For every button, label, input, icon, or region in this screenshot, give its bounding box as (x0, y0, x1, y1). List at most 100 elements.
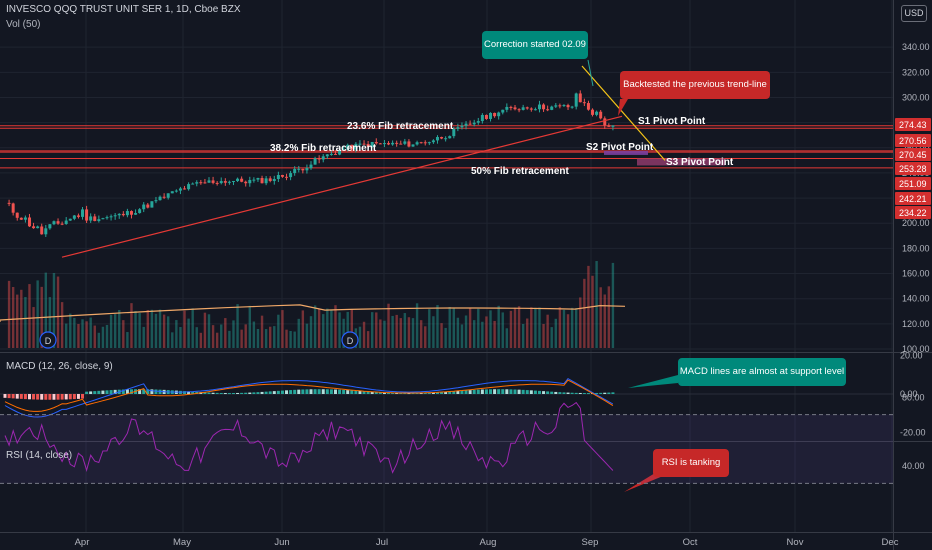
volume-bar (350, 309, 353, 348)
volume-bar (322, 314, 325, 348)
macd-histogram-bar (366, 391, 370, 394)
macd-histogram-bar (150, 389, 154, 394)
candle (509, 106, 513, 108)
macd-histogram-bar (350, 390, 354, 394)
price-label: 242.21 (899, 194, 927, 204)
pivot-box (637, 158, 725, 166)
price-label-bg (895, 118, 931, 131)
candle (60, 223, 64, 225)
volume-bar (362, 321, 366, 348)
macd-histogram-bar (546, 391, 550, 394)
price-tick-label: 260.00 (902, 143, 930, 153)
candle (178, 188, 182, 191)
candle (97, 219, 101, 222)
candle (554, 105, 558, 107)
macd-histogram-bar (207, 392, 211, 394)
macd-histogram-bar (297, 389, 301, 394)
volume-bar (89, 317, 92, 348)
macd-histogram-bar (419, 392, 423, 394)
rsi-pane (0, 401, 893, 484)
candle (146, 204, 150, 208)
macd-histogram-bar (342, 389, 346, 394)
volume-bar (289, 330, 292, 348)
candle (154, 200, 158, 202)
candle (248, 179, 252, 184)
macd-histogram-bar (395, 392, 399, 394)
candle (219, 181, 223, 184)
candle (578, 93, 582, 103)
volume-bar (65, 323, 68, 348)
macd-histogram-bar (489, 389, 493, 394)
candle (591, 109, 595, 115)
volume-bar (73, 317, 76, 348)
macd-histogram-bar (15, 394, 19, 399)
candle (476, 121, 480, 123)
macd-histogram-bar (484, 389, 488, 394)
macd-tick-label: 20.00 (900, 351, 923, 361)
candle (480, 114, 484, 122)
volume-bar (77, 324, 80, 348)
candle (199, 182, 203, 184)
macd-histogram-bar (293, 389, 297, 394)
volume-bar (468, 308, 472, 348)
price-label-bg (895, 148, 931, 161)
candle (52, 221, 56, 225)
macd-histogram-bar (109, 390, 113, 394)
macd-histogram-bar (558, 392, 562, 394)
macd-histogram-bar (129, 389, 133, 394)
candle (607, 125, 611, 127)
volume-bar (603, 294, 606, 348)
candle (215, 182, 219, 184)
volume-bar (244, 324, 247, 348)
currency-button[interactable]: USD (901, 5, 927, 22)
macd-histogram-bar (121, 389, 125, 394)
callout-pointer (587, 59, 594, 87)
macd-histogram-bar (125, 389, 129, 394)
macd-histogram-bar (505, 389, 509, 394)
volume-bar (211, 325, 215, 348)
candle (419, 142, 423, 144)
macd-histogram-bar (537, 390, 541, 394)
candle (374, 141, 378, 144)
level-label: S3 Pivot Point (666, 157, 734, 168)
candle (81, 209, 85, 217)
macd-histogram-bar (252, 392, 256, 394)
candles (7, 90, 615, 237)
macd-histogram-bar (105, 390, 109, 394)
macd-histogram-bar (370, 391, 374, 394)
candle (423, 142, 427, 144)
candle (574, 93, 578, 107)
volume-bar (301, 310, 305, 348)
candle (56, 221, 60, 224)
macd-histogram-bar (215, 392, 219, 394)
volume-bar (11, 286, 15, 348)
volume-bar (403, 313, 407, 348)
price-tick-label: 200.00 (902, 218, 930, 228)
volume-bar (383, 320, 386, 348)
volume-bar (497, 305, 500, 348)
volume-bar (305, 323, 309, 348)
macd-histogram-bar (236, 392, 240, 394)
volume-bar (313, 305, 317, 348)
volume-bar (428, 309, 431, 348)
volume-bar (579, 297, 582, 348)
level-labels: 23.6% Fib retracement S1 Pivot Point 38.2%… (270, 116, 734, 177)
candle (240, 178, 244, 182)
macd-histogram-bar (146, 389, 150, 394)
candle (301, 168, 305, 171)
macd-histogram-bar (431, 392, 435, 394)
candle (244, 181, 248, 184)
volume-bar (456, 317, 460, 348)
candle (309, 164, 313, 169)
volume-bar (432, 316, 435, 348)
macd-histogram-bar (72, 394, 76, 400)
volume-bar (154, 313, 158, 348)
macd-histogram-bar (138, 389, 142, 394)
candle (252, 179, 256, 181)
volume-bar (264, 329, 268, 348)
macd-histogram-bar (89, 391, 93, 394)
callout-pointer (618, 99, 628, 116)
